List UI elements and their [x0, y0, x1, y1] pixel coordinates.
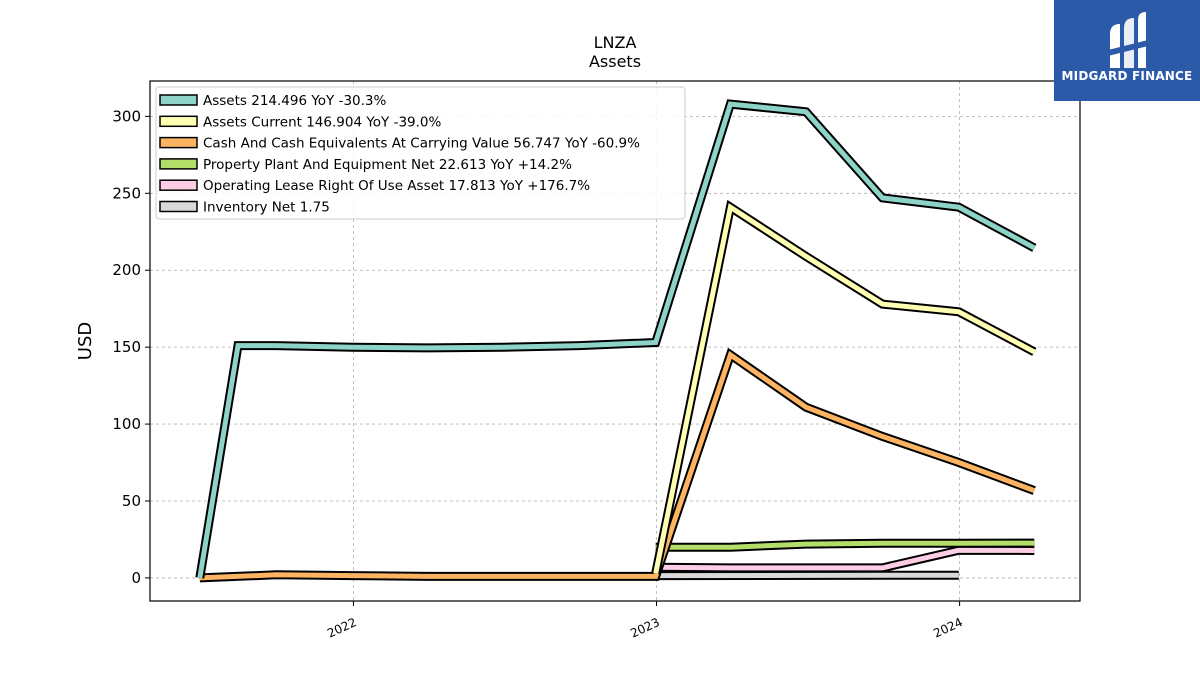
legend-label: Cash And Cash Equivalents At Carrying Va… — [203, 136, 640, 152]
x-axis: 2022 2023 2024 — [325, 601, 965, 641]
legend-box — [155, 86, 686, 220]
y-tick-label: 0 — [131, 569, 141, 587]
series-stroke — [199, 350, 1036, 581]
legend-swatch — [159, 115, 198, 128]
plot-frame — [149, 80, 1081, 602]
y-tick-label: 150 — [112, 338, 141, 356]
y-tick-label: 300 — [112, 107, 141, 125]
legend-label: Property Plant And Equipment Net 22.613 … — [203, 157, 572, 173]
series-stroke — [655, 540, 1035, 550]
series-stroke — [197, 101, 1036, 579]
legend-swatch — [159, 94, 198, 106]
x-tick-label: 2022 — [325, 615, 359, 641]
legend-swatch — [159, 136, 198, 149]
legend-item: Operating Lease Right Of Use Asset 17.81… — [159, 178, 590, 194]
series-stroke — [653, 203, 1036, 574]
x-tick-label: 2023 — [628, 615, 662, 641]
series-line — [195, 99, 1037, 579]
legend-label: Assets Current 146.904 YoY -39.0% — [203, 114, 442, 130]
series-stroke — [655, 547, 1035, 571]
x-tick-label: 2024 — [931, 615, 965, 641]
y-tick-label: 200 — [112, 261, 141, 279]
y-tick-label: 250 — [112, 184, 141, 202]
legend-item: Inventory Net 1.75 — [159, 200, 330, 216]
y-axis: 0 50 100 150 200 250 300 — [112, 107, 150, 587]
chart-title: LNZA — [594, 33, 637, 52]
series-lines — [195, 99, 1037, 583]
legend-swatch — [159, 200, 198, 213]
legend-swatch — [159, 179, 198, 191]
y-tick-label: 100 — [112, 415, 141, 433]
legend-item: Cash And Cash Equivalents At Carrying Va… — [159, 136, 640, 152]
brand-mark-icon — [1108, 12, 1148, 68]
chart-subtitle: Assets — [589, 52, 641, 71]
y-axis-label: USD — [75, 322, 96, 360]
series-line — [651, 199, 1037, 575]
y-tick-label: 50 — [122, 492, 141, 510]
brand-logo: MIDGARD FINANCE — [1054, 0, 1200, 101]
brand-name: MIDGARD FINANCE — [1061, 69, 1193, 83]
legend-swatch — [159, 158, 198, 170]
legend-item: Assets Current 146.904 YoY -39.0% — [159, 114, 442, 130]
legend-item: Assets 214.496 YoY -30.3% — [159, 93, 387, 109]
legend-label: Operating Lease Right Of Use Asset 17.81… — [203, 178, 590, 194]
legend: Assets 214.496 YoY -30.3% Assets Current … — [155, 86, 686, 220]
series-outline — [651, 199, 1037, 575]
series-line — [655, 545, 1035, 573]
legend-label: Assets 214.496 YoY -30.3% — [203, 93, 387, 109]
legend-item: Property Plant And Equipment Net 22.613 … — [159, 157, 572, 173]
series-line — [655, 538, 1035, 552]
legend-label: Inventory Net 1.75 — [203, 200, 330, 216]
series-line — [199, 347, 1036, 583]
